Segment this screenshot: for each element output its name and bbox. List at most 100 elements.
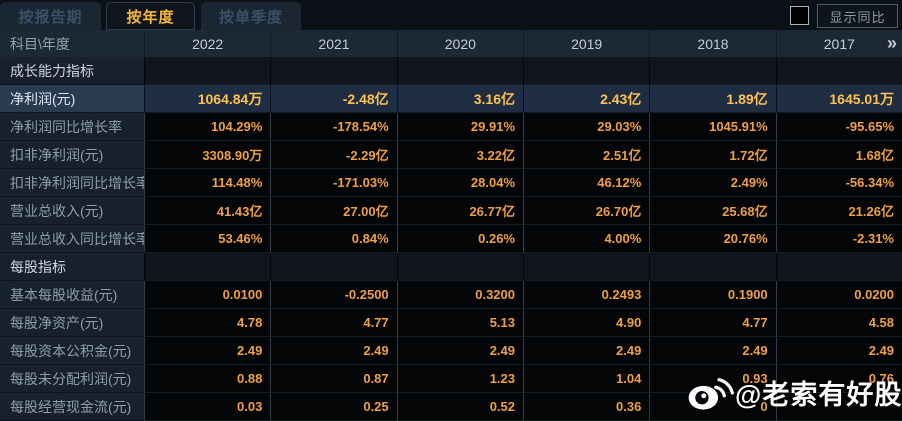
table-cell [396,57,523,85]
table-row: 成长能力指标 [0,57,902,85]
table-cell: 4.78 [144,309,271,337]
table-cell: 1.68亿 [775,141,902,169]
table-cell: 2.51亿 [523,141,650,169]
row-label: 净利润(元) [0,85,144,113]
table-cell [775,393,902,421]
table-cell [523,253,650,281]
show-yoy-checkbox[interactable] [790,6,809,25]
row-label: 每股净资产(元) [0,309,144,337]
table-cell: -0.2500 [270,281,397,309]
table-cell: -2.48亿 [270,85,397,113]
table-row: 营业总收入(元) 41.43亿 27.00亿 26.77亿 26.70亿 25.… [0,197,902,225]
table-cell: 0.84% [270,225,397,253]
table-cell: 0.03 [144,393,271,421]
table-cell: 2.49 [270,337,397,365]
year-header-2020: 2020 [396,30,523,57]
table-cell: 2.43亿 [523,85,650,113]
table-row: 每股经营现金流(元) 0.03 0.25 0.52 0.36 0 [0,393,902,421]
table-cell: 2.49 [775,337,902,365]
table-cell: 46.12% [523,169,650,197]
row-label: 扣非净利润同比增长率 [0,169,144,197]
row-label: 每股经营现金流(元) [0,393,144,421]
more-columns-button[interactable]: » [887,30,897,57]
year-header-2017: 2017 » [775,30,902,57]
table-cell: 0.3200 [396,281,523,309]
table-cell: 41.43亿 [144,197,271,225]
table-row: 净利润(元) 1064.84万 -2.48亿 3.16亿 2.43亿 1.89亿… [0,85,902,113]
table-cell: 1.72亿 [649,141,776,169]
table-cell: -178.54% [270,113,397,141]
table-row: 基本每股收益(元) 0.0100 -0.2500 0.3200 0.2493 0… [0,281,902,309]
table-cell: 21.26亿 [775,197,902,225]
table-cell: -95.65% [775,113,902,141]
row-label: 营业总收入同比增长率 [0,225,144,253]
double-chevron-right-icon: » [886,33,897,53]
table-cell: 2.49 [396,337,523,365]
row-label: 净利润同比增长率 [0,113,144,141]
table-cell [396,253,523,281]
table-cell: 25.68亿 [649,197,776,225]
table-cell: 1.23 [396,365,523,393]
table-cell: 0.52 [396,393,523,421]
table-row: 净利润同比增长率 104.29% -178.54% 29.91% 29.03% … [0,113,902,141]
table-cell [270,253,397,281]
table-cell: 2.49% [649,169,776,197]
table-cell: 0.25 [270,393,397,421]
table-cell: 26.70亿 [523,197,650,225]
table-row: 每股资本公积金(元) 2.49 2.49 2.49 2.49 2.49 2.49 [0,337,902,365]
table-cell: -56.34% [775,169,902,197]
table-cell: 0.76 [775,365,902,393]
table-cell: 2.49 [649,337,776,365]
table-cell: 4.58 [775,309,902,337]
row-label: 每股指标 [0,253,144,281]
table-cell: -2.29亿 [270,141,397,169]
year-header-2017-label: 2017 [823,35,855,52]
table-cell: 3.22亿 [396,141,523,169]
table-row: 每股净资产(元) 4.78 4.77 5.13 4.90 4.77 4.58 [0,309,902,337]
row-label: 每股资本公积金(元) [0,337,144,365]
row-label: 基本每股收益(元) [0,281,144,309]
tab-by-report-period[interactable]: 按报告期 [0,2,101,30]
table-row: 扣非净利润同比增长率 114.48% -171.03% 28.04% 46.12… [0,169,902,197]
table-row: 每股指标 [0,253,902,281]
table-cell: 2.49 [523,337,650,365]
year-header-2018: 2018 [649,30,775,57]
tab-by-year[interactable]: 按年度 [106,2,195,30]
table-cell [523,57,650,85]
table-cell: 1.04 [523,365,650,393]
table-cell: 3308.90万 [144,141,271,169]
financial-indicators-table: 科目\年度 2022 2021 2020 2019 2018 2017 » 成长… [0,30,902,421]
table-header-row: 科目\年度 2022 2021 2020 2019 2018 2017 » [0,30,902,57]
table-cell: 1.89亿 [649,85,776,113]
table-cell: 2.49 [144,337,271,365]
table-cell [649,57,776,85]
year-header-2022: 2022 [144,30,270,57]
table-cell [270,57,397,85]
table-cell: 0.88 [144,365,271,393]
table-cell: 104.29% [144,113,271,141]
table-cell: 4.00% [523,225,650,253]
year-header-2019: 2019 [523,30,649,57]
table-cell: 114.48% [144,169,271,197]
table-cell: 0.36 [523,393,650,421]
row-label: 成长能力指标 [0,57,144,85]
year-header-2021: 2021 [270,30,396,57]
table-row: 扣非净利润(元) 3308.90万 -2.29亿 3.22亿 2.51亿 1.7… [0,141,902,169]
table-cell: 4.77 [270,309,397,337]
table-cell [144,253,271,281]
tab-bar: 按报告期 按年度 按单季度 显示同比 [0,0,902,30]
table-body: 成长能力指标 净利润(元) 1064.84万 -2.48亿 3.16亿 2.43… [0,57,902,421]
table-cell [775,253,902,281]
table-cell: 0 [649,393,776,421]
table-cell: -2.31% [775,225,902,253]
table-cell: 53.46% [144,225,271,253]
table-cell: 27.00亿 [270,197,397,225]
table-cell: 26.77亿 [396,197,523,225]
tab-by-single-quarter[interactable]: 按单季度 [201,2,301,30]
table-cell: 0.93 [649,365,776,393]
show-yoy-label[interactable]: 显示同比 [817,4,898,28]
table-cell [649,253,776,281]
table-cell: 1045.91% [649,113,776,141]
row-label: 扣非净利润(元) [0,141,144,169]
table-row: 每股未分配利润(元) 0.88 0.87 1.23 1.04 0.93 0.76 [0,365,902,393]
